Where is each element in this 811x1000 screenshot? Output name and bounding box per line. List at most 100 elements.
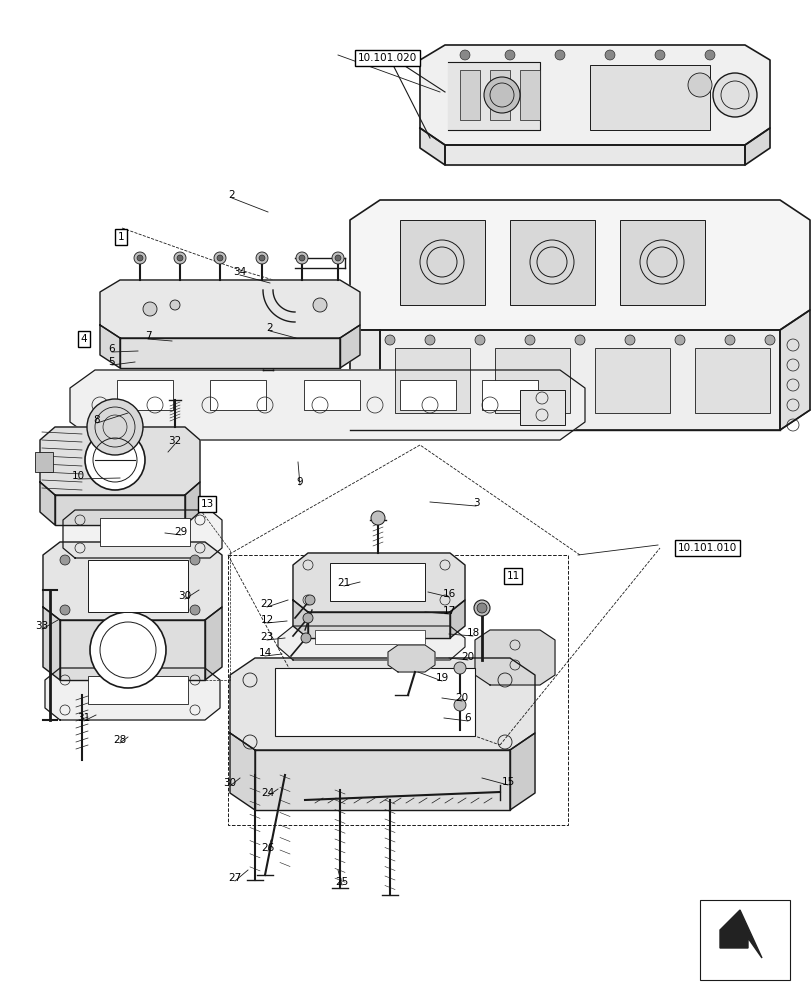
Text: 10.101.020: 10.101.020: [358, 53, 417, 63]
Polygon shape: [43, 542, 221, 620]
Text: 20: 20: [455, 693, 468, 703]
Bar: [400, 220, 484, 305]
Polygon shape: [45, 668, 220, 720]
Circle shape: [214, 252, 225, 264]
Text: 15: 15: [500, 777, 514, 787]
Polygon shape: [40, 427, 200, 495]
Bar: [594, 348, 669, 413]
Circle shape: [525, 335, 534, 345]
Text: 4: 4: [80, 334, 88, 344]
Circle shape: [724, 335, 734, 345]
Text: 5: 5: [109, 357, 115, 367]
Text: 30: 30: [178, 591, 191, 601]
Bar: [303, 380, 359, 410]
Text: 21: 21: [337, 578, 350, 588]
Polygon shape: [419, 45, 769, 145]
Polygon shape: [230, 733, 255, 810]
Circle shape: [90, 612, 165, 688]
Polygon shape: [100, 280, 359, 338]
Polygon shape: [719, 910, 761, 958]
Circle shape: [217, 255, 223, 261]
Text: 34: 34: [233, 267, 247, 277]
Polygon shape: [293, 600, 307, 638]
Bar: [100, 518, 190, 546]
Text: 20: 20: [461, 652, 474, 662]
Polygon shape: [744, 128, 769, 165]
Circle shape: [305, 595, 315, 605]
Text: 33: 33: [36, 621, 49, 631]
Text: 22: 22: [260, 599, 273, 609]
Text: 24: 24: [261, 788, 274, 798]
Circle shape: [654, 50, 664, 60]
Polygon shape: [340, 325, 359, 368]
Text: 2: 2: [229, 190, 235, 200]
Circle shape: [764, 335, 774, 345]
Bar: [482, 380, 538, 410]
Polygon shape: [230, 658, 534, 750]
Circle shape: [303, 613, 312, 623]
Circle shape: [177, 255, 182, 261]
Bar: [329, 563, 424, 601]
Circle shape: [174, 252, 186, 264]
Circle shape: [712, 73, 756, 117]
Circle shape: [384, 335, 394, 345]
Text: 7: 7: [144, 331, 151, 341]
Bar: [394, 348, 470, 413]
Text: 11: 11: [506, 571, 519, 581]
Text: 12: 12: [260, 615, 273, 625]
Circle shape: [604, 50, 614, 60]
Circle shape: [460, 50, 470, 60]
Polygon shape: [120, 338, 340, 368]
Text: 6: 6: [109, 344, 115, 354]
Text: 16: 16: [442, 589, 455, 599]
Text: 18: 18: [466, 628, 479, 638]
Polygon shape: [307, 612, 449, 638]
Text: 9: 9: [296, 477, 303, 487]
Circle shape: [134, 252, 146, 264]
Bar: [519, 390, 564, 425]
Circle shape: [190, 555, 200, 565]
Polygon shape: [350, 200, 809, 330]
Polygon shape: [255, 750, 509, 810]
Text: 32: 32: [168, 436, 182, 446]
Polygon shape: [350, 330, 380, 430]
Text: 26: 26: [261, 843, 274, 853]
Bar: [315, 630, 424, 644]
Polygon shape: [100, 325, 120, 368]
Circle shape: [476, 603, 487, 613]
Circle shape: [298, 255, 305, 261]
Polygon shape: [263, 290, 294, 322]
Bar: [88, 676, 188, 704]
Text: 13: 13: [200, 499, 213, 509]
Polygon shape: [448, 62, 539, 130]
Circle shape: [296, 252, 307, 264]
Circle shape: [424, 335, 435, 345]
Text: 28: 28: [114, 735, 127, 745]
Polygon shape: [509, 733, 534, 810]
Circle shape: [554, 50, 564, 60]
Circle shape: [190, 605, 200, 615]
Circle shape: [574, 335, 584, 345]
Text: 27: 27: [228, 873, 242, 883]
Bar: [35, 452, 53, 472]
Circle shape: [87, 399, 143, 455]
Circle shape: [60, 605, 70, 615]
Polygon shape: [70, 370, 584, 440]
Polygon shape: [779, 310, 809, 430]
Bar: [460, 70, 479, 120]
Polygon shape: [388, 645, 435, 672]
Circle shape: [453, 699, 466, 711]
Text: 8: 8: [93, 415, 101, 425]
Circle shape: [474, 600, 489, 616]
Text: 29: 29: [174, 527, 187, 537]
Text: 23: 23: [260, 632, 273, 642]
Circle shape: [371, 511, 384, 525]
Circle shape: [687, 73, 711, 97]
Polygon shape: [449, 600, 465, 638]
Text: 2: 2: [266, 323, 273, 333]
Bar: [699, 900, 789, 980]
Text: 10.101.010: 10.101.010: [677, 543, 736, 553]
Bar: [228, 555, 568, 825]
Polygon shape: [380, 330, 779, 430]
Bar: [400, 380, 456, 410]
